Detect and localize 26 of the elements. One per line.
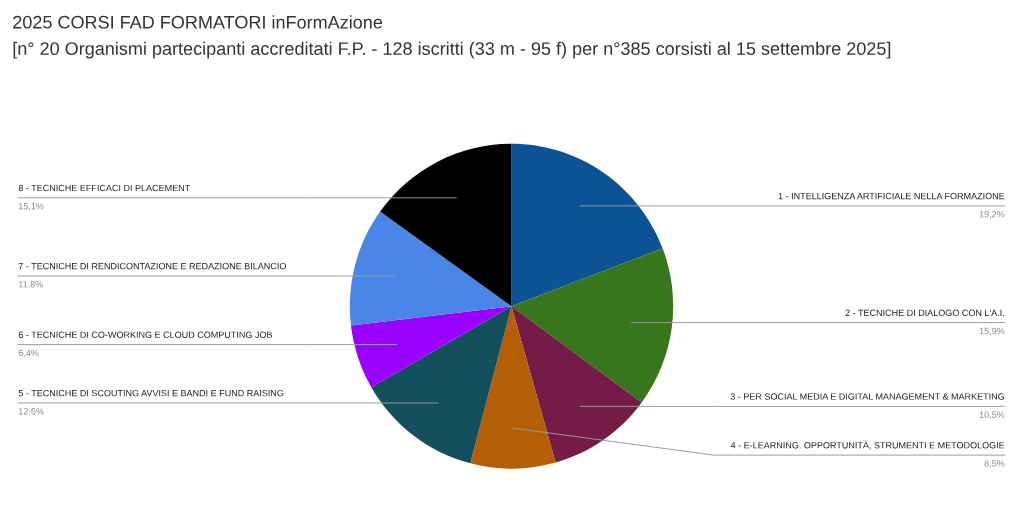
pie-slice [349,211,512,326]
slice-label: 8 - TECNICHE EFFICACI DI PLACEMENT [18,184,190,192]
data-label: 10,5% [979,411,1005,419]
chart-subtitle: [n° 20 Organismi partecipanti accreditati F.P. - 128 iscritti (33 m - 95 f) per n°385 corsisti al 15 settembre 2025] [13,41,891,59]
slice-label: 6 - TECNICHE DI CO-WORKING E CLOUD COMPUTING JOB [18,331,272,338]
pie-slice [350,306,512,388]
slice-label: 2 - TECNICHE DI DIALOGO CON L'A.I. [845,309,1004,316]
pie-slice [470,306,556,469]
slice-label: 3 - PER SOCIAL MEDIA E DIGITAL MANAGEMENT & MARKETING [730,393,1005,400]
pie-slice [380,143,512,307]
data-label: 6,4% [18,349,39,358]
data-label: 8,5% [984,460,1005,468]
slice-label: 1 - INTELLIGENZA ARTIFICIALE NELLA FORMAZIONE [778,192,1005,200]
pie-slice [511,143,663,307]
data-label: 12,6% [19,408,44,416]
pie-slice [511,248,674,403]
data-label: 19,2% [979,211,1005,219]
data-label: 15,9% [979,327,1005,336]
pie-slice [371,306,512,464]
slice-label: 5 - TECNICHE DI SCOUTING AVVISI E BANDI E FUND RAISING [18,389,284,397]
slice-label: 7 - TECNICHE DI RENDICONTAZIONE E REDAZIONE BILANCIO [18,262,286,270]
slice-label: 4 - E-LEARNING. OPPORTUNITÀ, STRUMENTI E METODOLOGIE [730,440,1005,450]
data-label: 11,8% [19,281,43,289]
pie-slice [511,306,642,463]
chart-title: 2025 CORSI FAD FORMATORI inFormAzione [13,15,383,29]
data-label: 15,1% [19,203,44,211]
